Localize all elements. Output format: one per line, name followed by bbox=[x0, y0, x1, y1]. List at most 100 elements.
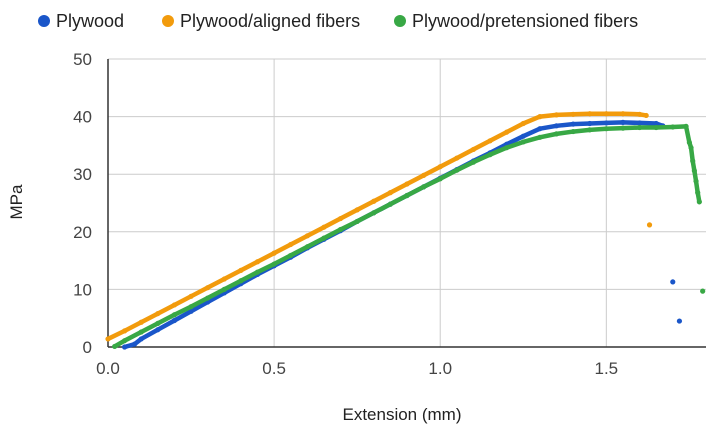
data-point-plywood-pretensioned-fibers bbox=[138, 329, 144, 335]
data-point-plywood-pretensioned-fibers bbox=[504, 145, 510, 151]
data-point-plywood-aligned-fibers bbox=[155, 310, 161, 317]
x-tick-label: 1.5 bbox=[595, 359, 619, 378]
data-point-plywood-pretensioned-fibers bbox=[603, 126, 609, 132]
data-point-plywood-aligned-fibers bbox=[254, 259, 261, 265]
data-point-plywood-pretensioned-fibers bbox=[537, 134, 543, 140]
data-point-plywood-aligned-fibers bbox=[537, 114, 543, 120]
data-point-plywood-aligned-fibers bbox=[321, 224, 327, 230]
legend-label-plywood-aligned-fibers: Plywood/aligned fibers bbox=[180, 11, 360, 31]
legend-label-plywood-pretensioned-fibers: Plywood/pretensioned fibers bbox=[412, 11, 638, 31]
legend-label-plywood: Plywood bbox=[56, 11, 124, 31]
legend: Plywood Plywood/aligned fibers Plywood/p… bbox=[38, 11, 638, 31]
data-point-plywood-aligned-fibers bbox=[171, 302, 178, 308]
y-axis-title: MPa bbox=[7, 184, 26, 220]
series-trace-plywood-aligned-fibers bbox=[105, 111, 649, 342]
data-point-plywood-pretensioned-fibers bbox=[696, 199, 702, 205]
data-point-plywood-aligned-fibers bbox=[271, 250, 277, 256]
data-point-plywood-pretensioned-fibers bbox=[122, 338, 128, 344]
data-point-plywood bbox=[670, 279, 676, 285]
data-point-plywood-aligned-fibers bbox=[288, 241, 294, 248]
data-point-plywood-pretensioned-fibers bbox=[205, 295, 211, 301]
data-point-plywood bbox=[676, 318, 683, 324]
data-point-plywood-pretensioned-fibers bbox=[688, 145, 694, 151]
data-point-plywood-pretensioned-fibers bbox=[620, 125, 626, 131]
y-tick-label: 50 bbox=[73, 50, 92, 69]
data-point-plywood-pretensioned-fibers bbox=[553, 131, 560, 137]
data-point-plywood-aligned-fibers bbox=[454, 155, 460, 161]
legend-item-plywood[interactable]: Plywood bbox=[38, 11, 124, 31]
data-point-plywood bbox=[636, 120, 643, 126]
y-tick-label: 20 bbox=[73, 223, 92, 242]
x-tick-label: 0.5 bbox=[262, 359, 286, 378]
legend-marker-plywood-pretensioned-fibers bbox=[394, 15, 406, 27]
data-point-plywood-pretensioned-fibers bbox=[470, 159, 477, 165]
data-point-plywood-aligned-fibers bbox=[603, 111, 609, 117]
data-point-plywood bbox=[171, 317, 178, 324]
data-point-plywood-pretensioned-fibers bbox=[337, 226, 344, 233]
series-trace-plywood-pretensioned-fibers bbox=[112, 124, 702, 349]
y-tick-label: 40 bbox=[73, 108, 92, 127]
data-point-plywood-pretensioned-fibers bbox=[437, 176, 443, 182]
data-point-plywood-aligned-fibers bbox=[122, 328, 128, 334]
data-point-plywood-pretensioned-fibers bbox=[693, 178, 699, 184]
legend-item-plywood-aligned-fibers[interactable]: Plywood/aligned fibers bbox=[162, 11, 360, 31]
legend-item-plywood-pretensioned-fibers[interactable]: Plywood/pretensioned fibers bbox=[394, 11, 638, 31]
data-point-plywood-pretensioned-fibers bbox=[321, 235, 327, 241]
y-tick-label: 30 bbox=[73, 165, 92, 184]
data-point-plywood-pretensioned-fibers bbox=[695, 190, 701, 196]
data-point-plywood-aligned-fibers bbox=[188, 293, 194, 299]
data-point-plywood-pretensioned-fibers bbox=[238, 278, 244, 284]
data-point-plywood-aligned-fibers bbox=[570, 111, 576, 117]
series-plywood-aligned-fibers bbox=[105, 111, 653, 342]
data-point-plywood-pretensioned-fibers bbox=[371, 210, 377, 216]
data-point-plywood bbox=[553, 123, 560, 129]
series-plywood bbox=[122, 119, 683, 350]
data-point-plywood-pretensioned-fibers bbox=[700, 288, 706, 294]
data-point-plywood-pretensioned-fibers bbox=[155, 320, 161, 326]
data-point-plywood-aligned-fibers bbox=[487, 138, 493, 144]
data-point-plywood-aligned-fibers bbox=[553, 112, 560, 118]
data-point-plywood bbox=[188, 308, 194, 314]
data-point-plywood-pretensioned-fibers bbox=[271, 261, 277, 267]
data-point-plywood bbox=[587, 120, 593, 127]
data-point-plywood bbox=[131, 341, 138, 347]
data-point-plywood-aligned-fibers bbox=[404, 181, 410, 187]
data-point-plywood-aligned-fibers bbox=[587, 111, 593, 117]
data-point-plywood-pretensioned-fibers bbox=[304, 244, 310, 250]
data-point-plywood-aligned-fibers bbox=[205, 285, 211, 291]
data-point-plywood-pretensioned-fibers bbox=[686, 139, 692, 146]
data-point-plywood-pretensioned-fibers bbox=[188, 304, 194, 310]
legend-marker-plywood-aligned-fibers bbox=[162, 15, 174, 27]
data-point-plywood-pretensioned-fibers bbox=[691, 168, 697, 174]
data-point-plywood-pretensioned-fibers bbox=[683, 123, 689, 129]
x-axis-title: Extension (mm) bbox=[342, 405, 461, 424]
data-point-plywood-aligned-fibers bbox=[470, 146, 477, 153]
data-point-plywood-aligned-fibers bbox=[304, 233, 310, 239]
data-point-plywood-aligned-fibers bbox=[138, 319, 144, 325]
data-point-plywood-aligned-fibers bbox=[337, 215, 344, 222]
data-points bbox=[105, 111, 706, 350]
data-point-plywood-aligned-fibers bbox=[504, 129, 510, 135]
data-point-plywood-pretensioned-fibers bbox=[487, 152, 493, 158]
data-point-plywood-pretensioned-fibers bbox=[354, 218, 360, 225]
data-point-plywood-aligned-fibers bbox=[520, 120, 526, 127]
data-point-plywood-aligned-fibers bbox=[238, 267, 244, 273]
data-point-plywood-pretensioned-fibers bbox=[636, 124, 643, 131]
data-point-plywood-aligned-fibers bbox=[354, 207, 360, 213]
data-point-plywood-pretensioned-fibers bbox=[570, 128, 576, 135]
data-point-plywood-pretensioned-fibers bbox=[653, 124, 659, 131]
data-point-plywood-aligned-fibers bbox=[646, 222, 653, 228]
data-point-plywood bbox=[122, 344, 128, 350]
data-point-plywood-pretensioned-fibers bbox=[254, 269, 261, 275]
data-point-plywood-pretensioned-fibers bbox=[520, 139, 526, 145]
data-point-plywood-pretensioned-fibers bbox=[288, 252, 294, 259]
gridlines bbox=[107, 58, 706, 348]
data-point-plywood-pretensioned-fibers bbox=[221, 286, 227, 292]
data-point-plywood-aligned-fibers bbox=[105, 336, 111, 342]
data-point-plywood bbox=[653, 120, 659, 127]
y-tick-label: 10 bbox=[73, 280, 92, 299]
data-point-plywood-aligned-fibers bbox=[371, 198, 377, 204]
series-trace-plywood bbox=[122, 120, 666, 350]
y-axis-ticks: 0 10 20 30 40 50 bbox=[73, 50, 92, 357]
